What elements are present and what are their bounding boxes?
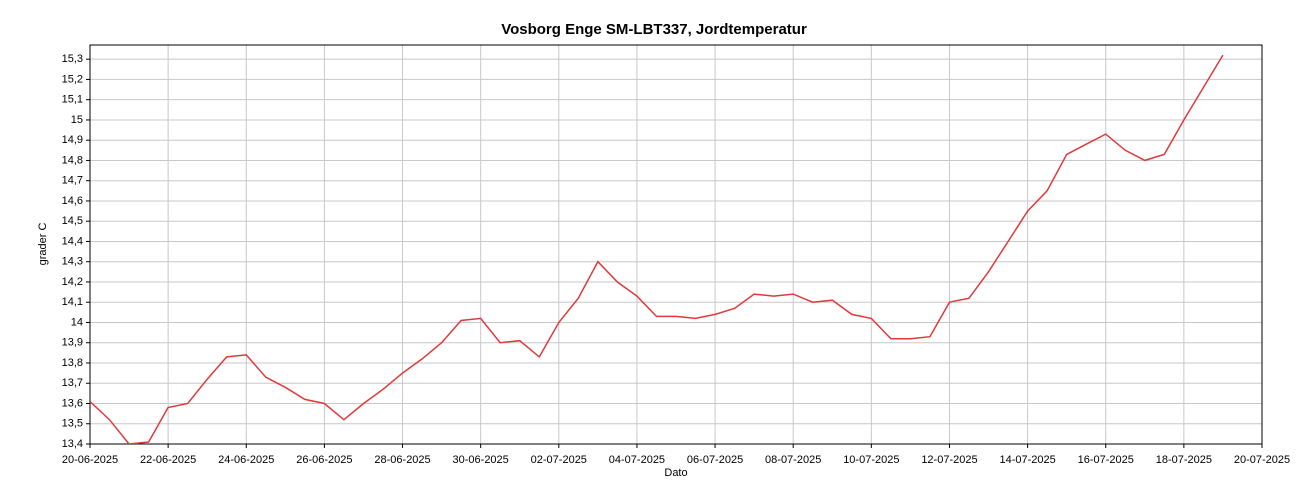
x-tick-label: 24-06-2025 [218, 454, 274, 466]
x-tick-label: 10-07-2025 [843, 454, 899, 466]
x-tick-label: 06-07-2025 [687, 454, 743, 466]
y-tick-label: 14,6 [62, 195, 83, 207]
y-tick-label: 15,2 [62, 73, 83, 85]
y-tick-label: 13,6 [62, 397, 83, 409]
y-tick-label: 13,5 [62, 418, 83, 430]
chart-title: Vosborg Enge SM-LBT337, Jordtemperatur [501, 21, 807, 38]
y-tick-label: 14,9 [62, 134, 83, 146]
y-tick-label: 14,1 [62, 296, 83, 308]
y-tick-label: 15,3 [62, 53, 83, 65]
x-tick-label: 26-06-2025 [296, 454, 352, 466]
y-tick-label: 14,2 [62, 276, 83, 288]
plot-frame [89, 44, 1263, 445]
y-tick-label: 14,8 [62, 154, 83, 166]
x-axis-label: Dato [664, 467, 687, 479]
y-tick-label: 15,1 [62, 94, 83, 106]
x-tick-label: 20-06-2025 [62, 454, 118, 466]
x-tick-label: 14-07-2025 [999, 454, 1055, 466]
y-tick-label: 15 [71, 114, 83, 126]
y-tick-label: 13,7 [62, 377, 83, 389]
y-tick-label: 14,3 [62, 256, 83, 268]
y-tick-label: 14,5 [62, 215, 83, 227]
y-tick-label: 14,7 [62, 175, 83, 187]
x-tick-label: 20-07-2025 [1234, 454, 1290, 466]
x-tick-label: 12-07-2025 [921, 454, 977, 466]
y-tick-label: 14,4 [62, 235, 83, 247]
y-axis-label: grader C [37, 223, 49, 266]
y-tick-label: 13,4 [62, 438, 83, 450]
x-tick-label: 30-06-2025 [453, 454, 509, 466]
x-tick-label: 22-06-2025 [140, 454, 196, 466]
y-tick-label: 13,8 [62, 357, 83, 369]
y-tick-label: 14 [71, 316, 83, 328]
x-tick-label: 08-07-2025 [765, 454, 821, 466]
x-tick-label: 02-07-2025 [531, 454, 587, 466]
x-tick-label: 18-07-2025 [1156, 454, 1212, 466]
data-line [90, 54, 1224, 444]
x-tick-label: 28-06-2025 [374, 454, 430, 466]
y-tick-label: 13,9 [62, 337, 83, 349]
x-tick-label: 16-07-2025 [1078, 454, 1134, 466]
x-tick-label: 04-07-2025 [609, 454, 665, 466]
